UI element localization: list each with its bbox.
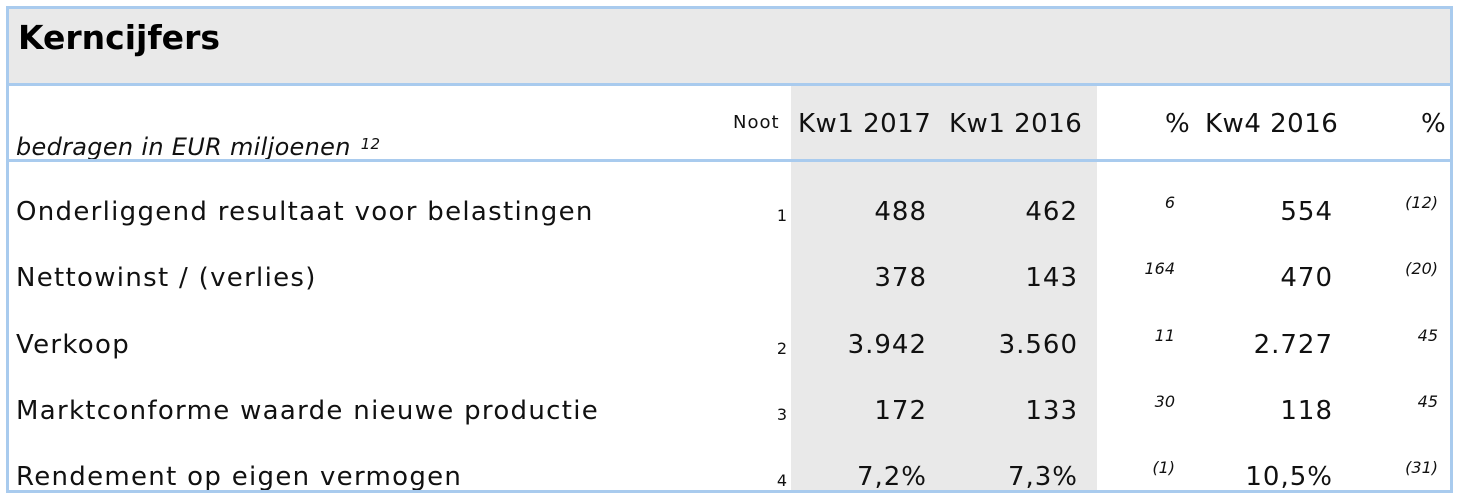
value-kw1-2016: 133 bbox=[1025, 396, 1078, 426]
value-kw4-2016: 10,5% bbox=[1245, 462, 1333, 492]
table-row: Onderliggend resultaat voor belastingen … bbox=[9, 193, 1450, 257]
row-noot: 4 bbox=[776, 471, 787, 490]
pct-qoq: (20) bbox=[1405, 259, 1438, 278]
header-divider bbox=[9, 159, 1450, 162]
value-kw4-2016: 470 bbox=[1280, 263, 1333, 293]
value-kw1-2017: 488 bbox=[874, 197, 927, 227]
pct-qoq: 45 bbox=[1417, 392, 1438, 411]
row-label: Rendement op eigen vermogen bbox=[16, 462, 463, 492]
value-kw1-2016: 3.560 bbox=[998, 330, 1078, 360]
header-noot: Noot bbox=[733, 112, 780, 133]
value-kw4-2016: 554 bbox=[1280, 197, 1333, 227]
current-quarter-column-shading bbox=[791, 86, 1097, 490]
value-kw1-2016: 462 bbox=[1025, 197, 1078, 227]
pct-qoq: (12) bbox=[1405, 193, 1438, 212]
subtitle-text: bedragen in EUR miljoenen bbox=[16, 133, 351, 161]
pct-yoy: 6 bbox=[1164, 193, 1175, 212]
value-kw1-2017: 7,2% bbox=[856, 462, 927, 492]
header-pct-yoy: % bbox=[1165, 109, 1191, 139]
table-row: Rendement op eigen vermogen 4 7,2% 7,3% … bbox=[9, 458, 1450, 492]
header-pct-qoq: % bbox=[1421, 109, 1447, 139]
value-kw1-2017: 378 bbox=[874, 263, 927, 293]
value-kw1-2017: 3.942 bbox=[847, 330, 927, 360]
header-kw4-2016: Kw4 2016 bbox=[1205, 109, 1339, 139]
value-kw1-2017: 172 bbox=[874, 396, 927, 426]
key-figures-table: Kerncijfers bedragen in EUR miljoenen 12 … bbox=[6, 6, 1453, 493]
table-row: Verkoop 2 3.942 3.560 11 2.727 45 bbox=[9, 326, 1450, 390]
value-kw1-2016: 7,3% bbox=[1007, 462, 1078, 492]
pct-qoq: 45 bbox=[1417, 326, 1438, 345]
subtitle: bedragen in EUR miljoenen 12 bbox=[16, 133, 380, 161]
row-noot: 3 bbox=[776, 405, 787, 424]
pct-yoy: 30 bbox=[1154, 392, 1175, 411]
title-bar: Kerncijfers bbox=[9, 9, 1450, 86]
row-label: Nettowinst / (verlies) bbox=[16, 263, 317, 293]
row-label: Verkoop bbox=[16, 330, 131, 360]
pct-yoy: 164 bbox=[1144, 259, 1175, 278]
pct-yoy: (1) bbox=[1152, 458, 1175, 477]
header-kw1-2017: Kw1 2017 bbox=[798, 109, 932, 139]
value-kw4-2016: 2.727 bbox=[1253, 330, 1333, 360]
pct-yoy: 11 bbox=[1154, 326, 1175, 345]
row-label: Marktconforme waarde nieuwe productie bbox=[16, 396, 600, 426]
table-row: Marktconforme waarde nieuwe productie 3 … bbox=[9, 392, 1450, 456]
header-kw1-2016: Kw1 2016 bbox=[949, 109, 1083, 139]
value-kw1-2016: 143 bbox=[1025, 263, 1078, 293]
row-label: Onderliggend resultaat voor belastingen bbox=[16, 197, 594, 227]
table-row: Nettowinst / (verlies) 378 143 164 470 (… bbox=[9, 259, 1450, 323]
subtitle-footnote: 12 bbox=[360, 135, 381, 153]
table-title: Kerncijfers bbox=[18, 18, 220, 57]
row-noot: 1 bbox=[776, 206, 787, 225]
value-kw4-2016: 118 bbox=[1280, 396, 1333, 426]
row-noot: 2 bbox=[776, 339, 787, 358]
pct-qoq: (31) bbox=[1405, 458, 1438, 477]
